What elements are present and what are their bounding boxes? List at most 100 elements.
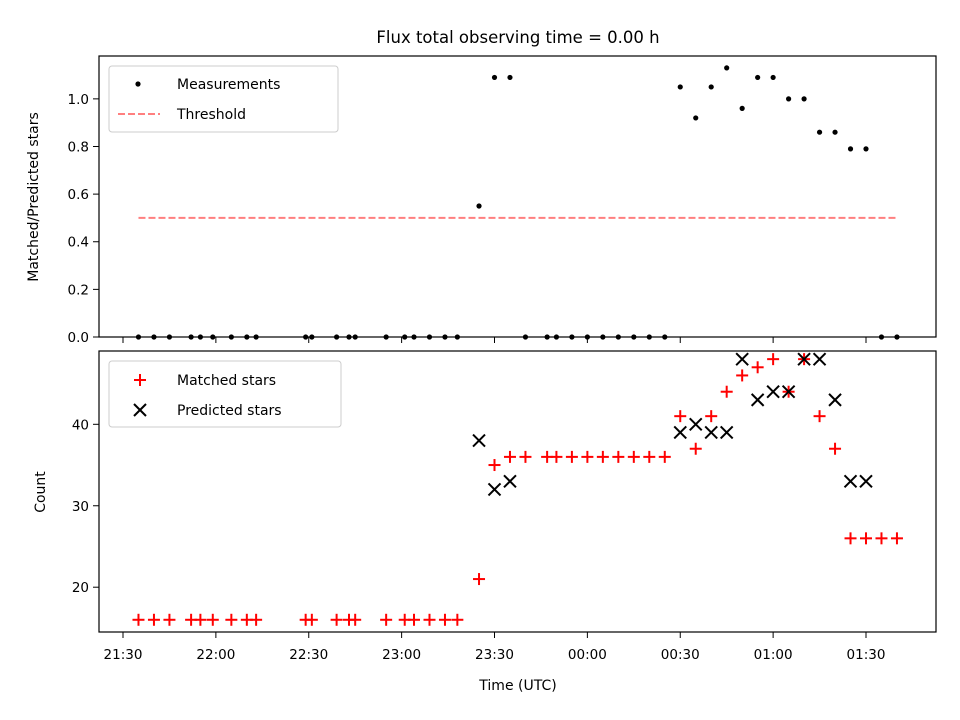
matched-star-point <box>438 613 451 626</box>
matched-star-point <box>380 613 393 626</box>
matched-star-point <box>860 532 872 545</box>
y-tick-label: 1.0 <box>68 92 89 108</box>
legend-measurements-marker <box>135 81 141 87</box>
matched-star-point <box>813 410 826 423</box>
bottom-plot-frame <box>98 350 937 633</box>
predicted-star-point <box>487 482 502 497</box>
matched-star-point <box>250 613 263 626</box>
predicted-star-point <box>828 393 842 407</box>
predicted-star-point <box>735 352 749 366</box>
predicted-star-point <box>472 433 486 448</box>
matched-star-point <box>305 613 318 626</box>
top-y-axis-ticks: 0.0 0.2 0.4 0.6 0.8 1.0 <box>68 92 99 346</box>
matched-star-point <box>503 450 516 463</box>
predicted-star-point <box>859 474 873 489</box>
x-tick-label: 00:00 <box>568 647 607 663</box>
y-tick-label: 30 <box>72 499 89 515</box>
predicted-star-point <box>781 385 796 399</box>
bottom-x-axis-ticks: 21:30 22:00 22:30 23:00 23:30 00:00 00:30 01:00… <box>104 632 886 663</box>
matched-star-point <box>829 442 842 455</box>
matched-star-point <box>705 410 718 423</box>
top-legend-box <box>108 65 339 133</box>
matched-star-point <box>488 459 501 472</box>
legend-threshold-label: Threshold <box>176 107 246 123</box>
y-tick-label: 0.6 <box>68 187 89 203</box>
matched-star-point <box>225 613 238 626</box>
bottom-y-axis-ticks: 20 30 40 <box>72 417 99 596</box>
matched-star-point <box>550 450 563 463</box>
measurement-point <box>816 129 823 135</box>
legend-predicted-label: Predicted stars <box>177 403 282 419</box>
measurement-point <box>507 74 513 81</box>
y-tick-label: 20 <box>72 580 89 596</box>
matched-star-point <box>519 450 532 463</box>
x-tick-label: 01:00 <box>754 647 793 663</box>
x-axis-label: Time (UTC) <box>478 678 556 694</box>
matched-star-point <box>658 450 671 463</box>
measurement-point <box>832 129 838 135</box>
measurement-point <box>491 74 498 81</box>
measurement-point <box>786 96 792 102</box>
matched-star-point <box>206 613 219 626</box>
predicted-star-point <box>766 385 780 399</box>
bottom-legend-box <box>108 360 342 428</box>
predicted-star-point <box>503 474 517 489</box>
matched-star-point <box>767 353 780 366</box>
bottom-y-axis-label: Count <box>33 471 49 513</box>
matched-star-point <box>408 613 421 626</box>
measurement-point <box>770 74 776 81</box>
predicted-star-point <box>689 417 703 432</box>
matched-star-point <box>147 613 160 626</box>
matched-star-point <box>596 450 609 463</box>
top-plot-frame <box>98 55 937 338</box>
legend-measurements-label: Measurements <box>177 77 280 93</box>
top-plot-marks <box>135 65 900 340</box>
matched-star-point <box>423 613 436 626</box>
x-tick-label: 01:30 <box>847 647 886 663</box>
matched-star-point <box>163 613 176 626</box>
y-tick-label: 40 <box>72 417 89 433</box>
bottom-legend: Matched stars Predicted stars <box>108 360 342 428</box>
x-tick-label: 00:30 <box>661 647 700 663</box>
matched-star-point <box>612 450 625 463</box>
predicted-star-point <box>843 474 858 489</box>
top-x-axis-ticks <box>122 337 867 343</box>
legend-matched-marker <box>134 374 146 386</box>
measurement-point <box>847 146 854 152</box>
legend-matched-label: Matched stars <box>177 373 276 389</box>
y-tick-label: 0.0 <box>68 330 89 346</box>
y-tick-label: 0.8 <box>68 139 89 155</box>
measurement-point <box>739 105 745 111</box>
y-tick-label: 0.2 <box>68 282 89 298</box>
x-tick-label: 23:30 <box>475 647 514 663</box>
predicted-star-point <box>673 425 687 440</box>
y-tick-label: 0.4 <box>68 235 89 251</box>
matched-star-point <box>751 361 764 374</box>
matched-star-point <box>194 613 207 626</box>
matched-star-point <box>581 450 594 463</box>
x-tick-label: 22:00 <box>196 647 235 663</box>
measurement-point <box>863 146 869 152</box>
matched-star-point <box>330 613 343 626</box>
legend-predicted-marker <box>133 403 147 417</box>
matched-star-point <box>674 410 687 423</box>
matched-star-point <box>643 450 656 463</box>
measurement-point <box>755 74 761 81</box>
matched-star-point <box>720 385 733 398</box>
matched-star-point <box>473 573 486 586</box>
matched-star-point <box>627 450 640 463</box>
matched-star-point <box>736 369 749 382</box>
bottom-panel: 20 30 40 21:30 22:00 22:30 23:00 23:30 00:00 00:… <box>33 350 937 694</box>
matched-star-point <box>689 442 702 455</box>
top-panel: 0.0 0.2 0.4 0.6 0.8 1.0 Matched/Predicted sta… <box>26 55 937 346</box>
measurement-point <box>708 84 714 90</box>
measurement-point <box>724 65 730 71</box>
x-tick-label: 22:30 <box>289 647 328 663</box>
matched-star-point <box>349 613 362 626</box>
predicted-star-point <box>719 425 734 440</box>
measurement-point <box>801 96 807 102</box>
x-tick-label: 21:30 <box>104 647 143 663</box>
measurement-point <box>693 115 699 121</box>
matched-star-point <box>565 450 578 463</box>
x-tick-label: 23:00 <box>382 647 421 663</box>
